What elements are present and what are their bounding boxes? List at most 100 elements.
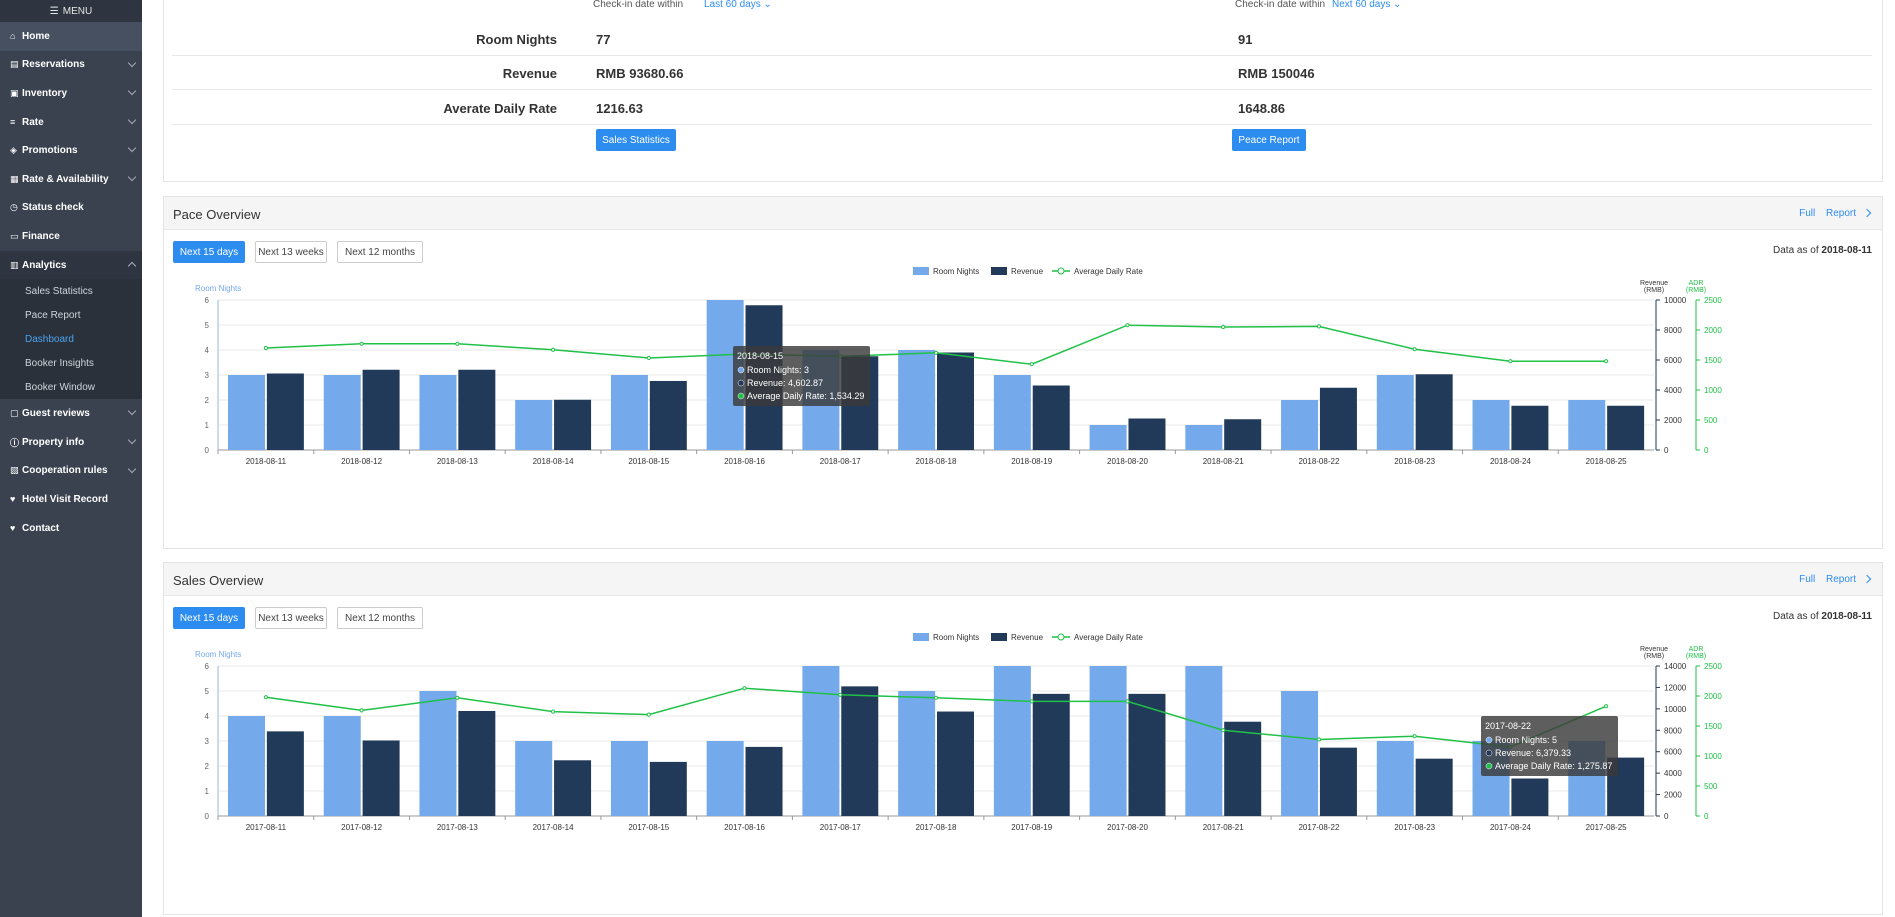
x-tick-label: 2017-08-22: [1298, 823, 1339, 832]
sidebar-subitem-dashboard[interactable]: Dashboard: [25, 333, 74, 345]
tooltip-room-nights-dot: [1485, 736, 1493, 744]
sidebar-item-analytics[interactable]: ▥ Analytics: [0, 250, 142, 280]
sidebar-item-property-info[interactable]: ⓘ Property info: [0, 428, 142, 457]
adr-point: [1221, 728, 1226, 733]
sidebar-item-inventory[interactable]: ▣ Inventory: [0, 79, 142, 108]
y-tick-label-revenue: 0: [1664, 446, 1669, 455]
tab-next-13-weeks[interactable]: Next 13 weeks: [255, 607, 327, 629]
sidebar-item-promotions[interactable]: ◈ Promotions: [0, 136, 142, 165]
analytics-submenu: Sales Statistics Pace Report Dashboard Book…: [0, 279, 142, 400]
x-tick-label: 2017-08-14: [533, 823, 574, 832]
bar-room-nights: [610, 741, 648, 816]
chevron-down-icon: [127, 144, 137, 153]
sidebar-item-label: Cooperation rules: [22, 465, 108, 477]
tab-next-13-weeks[interactable]: Next 13 weeks: [255, 241, 327, 263]
bar-room-nights: [419, 691, 457, 816]
full-report-link[interactable]: Full Report: [1799, 208, 1856, 219]
x-tick-label: 2018-08-24: [1490, 457, 1531, 466]
sidebar-subitem-pace-report[interactable]: Pace Report: [25, 309, 81, 321]
sidebar-item-label: Property info: [22, 436, 85, 448]
right-filter-value: Next 60 days: [1332, 0, 1391, 10]
sidebar-item-hotel-visit-record[interactable]: ♥ Hotel Visit Record: [0, 485, 142, 514]
sidebar-item-cooperation-rules[interactable]: ▧ Cooperation rules: [0, 457, 142, 486]
sidebar-item-rate[interactable]: ≡ Rate: [0, 108, 142, 137]
sidebar-item-reservations[interactable]: ▤ Reservations: [0, 51, 142, 80]
x-tick-label: 2017-08-12: [341, 823, 382, 832]
sidebar-subitem-sales-statistics[interactable]: Sales Statistics: [25, 285, 93, 297]
legend-swatch-adr-dot: [1057, 267, 1065, 275]
y-tick-label-adr: 1500: [1704, 722, 1722, 731]
y-tick-label-adr: 0: [1704, 446, 1709, 455]
y-tick-label-left: 6: [205, 662, 210, 671]
sidebar-item-guest-reviews[interactable]: ▢ Guest reviews: [0, 399, 142, 428]
bar-revenue: [1128, 418, 1166, 450]
sales-statistics-button[interactable]: Sales Statistics: [596, 129, 676, 151]
bar-revenue: [1607, 405, 1645, 450]
bar-revenue: [266, 373, 304, 450]
x-tick-label: 2017-08-16: [724, 823, 765, 832]
tab-next-12-months[interactable]: Next 12 months: [337, 607, 423, 629]
adr-point: [646, 712, 651, 717]
chevron-down-icon: [127, 435, 137, 445]
sidebar-subitem-booker-insights[interactable]: Booker Insights: [25, 357, 94, 369]
x-tick-label: 2018-08-17: [820, 457, 861, 466]
bar-room-nights: [323, 375, 361, 450]
right-filter-dropdown[interactable]: Next 60 days ⌄: [1332, 0, 1402, 10]
y-axis-label-left: Room Nights: [195, 284, 241, 293]
x-tick-label: 2018-08-25: [1586, 457, 1627, 466]
y-tick-label-adr: 2500: [1704, 662, 1722, 671]
bar-room-nights: [993, 666, 1031, 816]
sidebar-item-label: Rate & Availability: [22, 173, 109, 185]
sidebar-item-contact[interactable]: ♥ Contact: [0, 514, 142, 543]
right-value: 1648.86: [1238, 101, 1285, 116]
bar-revenue: [1319, 747, 1357, 816]
tab-next-12-months[interactable]: Next 12 months: [337, 241, 423, 263]
y-tick-label-left: 5: [205, 687, 210, 696]
pace-overview-panel: Pace Overview Full Report Next 15 days N…: [163, 196, 1883, 549]
y-tick-label-adr: 1500: [1704, 356, 1722, 365]
data-as-of: Data as of 2018-08-11: [1773, 611, 1872, 622]
peace-report-button[interactable]: Peace Report: [1232, 129, 1306, 151]
sidebar-item-home[interactable]: ⌂ Home: [0, 22, 142, 51]
row-label: Room Nights: [476, 32, 557, 47]
data-as-of-date: 2018-08-11: [1821, 245, 1872, 256]
chevron-down-icon: ⌄: [763, 0, 772, 10]
bar-room-nights: [515, 400, 553, 450]
sidebar-item-finance[interactable]: ▭ Finance: [0, 222, 142, 251]
bar-room-nights: [1281, 400, 1319, 450]
legend-label-revenue: Revenue: [1011, 633, 1044, 642]
bar-revenue: [266, 731, 304, 816]
chevron-down-icon: [127, 464, 137, 473]
legend-swatch-room-nights: [913, 633, 929, 641]
sidebar-nav: ⌂ Home ▤ Reservations ▣ Inventory ≡ Rate ◈ Promot…: [0, 22, 142, 542]
x-tick-label: 2018-08-12: [341, 457, 382, 466]
y-axis-label-left: Room Nights: [195, 650, 241, 659]
doc-icon: ▭: [10, 230, 19, 241]
legend-label-revenue: Revenue: [1011, 267, 1044, 276]
right-filter-label: Check-in date within: [1235, 0, 1326, 10]
sidebar-item-label: Home: [22, 30, 50, 42]
y-tick-label-left: 0: [205, 812, 210, 821]
heart-icon: ♥: [10, 494, 16, 505]
row-label: Revenue: [502, 66, 557, 81]
sidebar-item-rate-availability[interactable]: ▦ Rate & Availability: [0, 165, 142, 194]
sidebar-item-status-check[interactable]: ◷ Status check: [0, 194, 142, 223]
bar-room-nights: [1376, 375, 1414, 450]
menu-toggle[interactable]: ☰ MENU: [0, 0, 142, 22]
tab-next-15-days[interactable]: Next 15 days: [173, 241, 245, 263]
left-filter-dropdown[interactable]: Last 60 days ⌄: [704, 0, 772, 10]
tooltip-revenue-dot: [1485, 749, 1493, 757]
adr-point: [1125, 323, 1130, 328]
adr-point: [1221, 324, 1226, 330]
sidebar-item-label: Rate: [22, 116, 44, 128]
full-report-link[interactable]: Full Report: [1799, 574, 1856, 585]
adr-point: [1508, 359, 1513, 364]
tab-next-15-days[interactable]: Next 15 days: [173, 607, 245, 629]
summary-row-adr: Averate Daily Rate 1216.63 1648.86: [172, 91, 1872, 125]
sidebar-subitem-booker-window[interactable]: Booker Window: [25, 381, 96, 393]
tooltip-box: [733, 346, 870, 406]
adr-point: [1604, 704, 1609, 709]
y-tick-label-revenue: 10000: [1664, 296, 1687, 305]
